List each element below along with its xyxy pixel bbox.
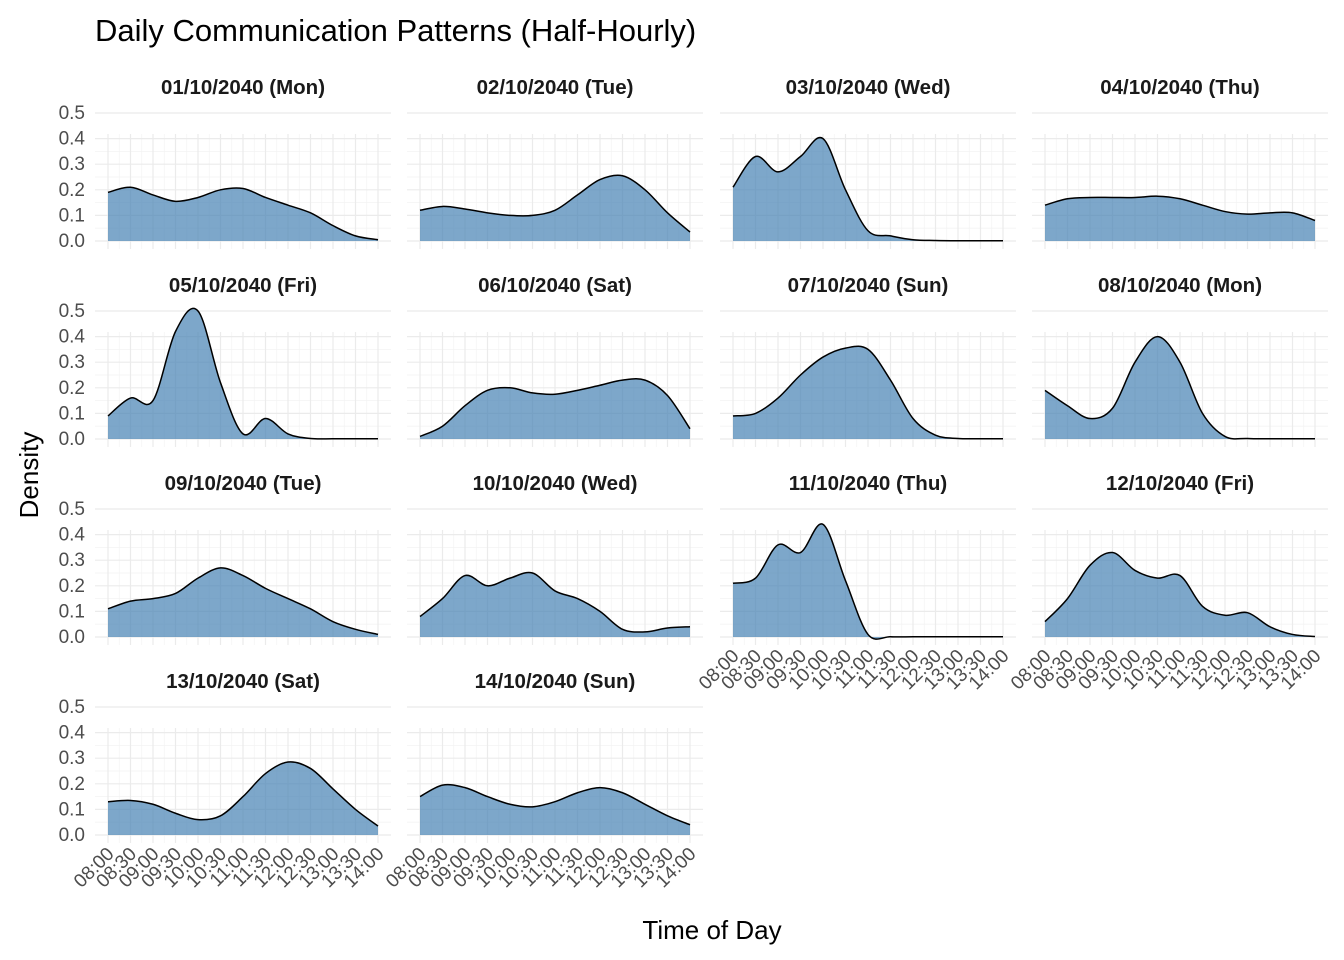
y-tick-label: 0.0	[59, 627, 85, 648]
density-line	[1044, 551, 1316, 638]
y-tick-label: 0.5	[59, 103, 85, 124]
facet-panel: 08/10/2040 (Mon)	[1032, 274, 1328, 447]
facet-strip-label: 06/10/2040 (Sat)	[478, 274, 632, 297]
facet-strip-label: 02/10/2040 (Tue)	[477, 76, 634, 99]
density-line	[107, 761, 379, 827]
density-line	[419, 571, 691, 633]
facet-panel: 10/10/2040 (Wed)	[407, 472, 703, 645]
facet-strip-label: 09/10/2040 (Tue)	[165, 472, 322, 495]
facet-panel: 13/10/2040 (Sat)0.00.10.20.30.40.508:000…	[59, 670, 391, 892]
density-area	[420, 572, 690, 637]
y-axis-title: Density	[14, 432, 44, 519]
facet-panel: 11/10/2040 (Thu)08:0008:3009:0009:3010:0…	[695, 472, 1016, 694]
y-tick-label: 0.5	[59, 697, 85, 718]
y-tick-label: 0.1	[59, 205, 85, 226]
density-area	[420, 378, 690, 439]
y-tick-label: 0.3	[59, 352, 85, 373]
facet-strip-label: 04/10/2040 (Thu)	[1100, 76, 1260, 99]
density-area	[108, 761, 378, 835]
y-tick-label: 0.4	[59, 129, 86, 150]
y-tick-label: 0.1	[59, 799, 85, 820]
density-line	[419, 783, 691, 826]
facet-strip-label: 05/10/2040 (Fri)	[169, 274, 317, 297]
y-tick-label: 0.5	[59, 499, 85, 520]
y-tick-label: 0.4	[59, 723, 86, 744]
density-area	[108, 308, 378, 439]
facet-panel: 04/10/2040 (Thu)	[1032, 76, 1328, 249]
density-line	[419, 378, 691, 438]
density-area	[420, 175, 690, 241]
facet-panel: 12/10/2040 (Fri)08:0008:3009:0009:3010:0…	[1007, 472, 1328, 694]
y-tick-label: 0.2	[59, 774, 85, 795]
density-area	[733, 137, 1003, 241]
facet-panel: 14/10/2040 (Sun)08:0008:3009:0009:3010:0…	[382, 670, 703, 892]
y-tick-label: 0.3	[59, 154, 85, 175]
facet-panel: 07/10/2040 (Sun)	[720, 274, 1016, 447]
density-line	[732, 523, 1003, 640]
y-tick-label: 0.5	[59, 301, 85, 322]
facet-strip-label: 13/10/2040 (Sat)	[166, 670, 320, 693]
density-area	[1045, 552, 1315, 637]
facet-strip-label: 12/10/2040 (Fri)	[1106, 472, 1254, 495]
facet-panel: 02/10/2040 (Tue)	[407, 76, 703, 249]
density-line	[419, 174, 691, 233]
y-tick-label: 0.3	[59, 550, 85, 571]
density-line	[107, 186, 379, 241]
density-area	[733, 346, 1003, 439]
facet-strip-label: 01/10/2040 (Mon)	[161, 76, 325, 99]
density-line	[1044, 195, 1316, 222]
facet-strip-label: 11/10/2040 (Thu)	[789, 472, 947, 495]
y-tick-label: 0.1	[59, 403, 85, 424]
facet-panel: 05/10/2040 (Fri) 0.0 0.1 0.2 0.3 0.4 0.5	[59, 274, 391, 450]
density-area	[108, 187, 378, 241]
facet-strip-label: 08/10/2040 (Mon)	[1098, 274, 1262, 297]
y-tick-label: 0.0	[59, 429, 85, 450]
density-area	[1045, 336, 1315, 439]
facet-strip-label: 03/10/2040 (Wed)	[786, 76, 951, 99]
y-tick-label: 0.4	[59, 327, 86, 348]
y-tick-label: 0.1	[59, 601, 85, 622]
density-line	[107, 307, 378, 440]
facet-strip-label: 07/10/2040 (Sun)	[788, 274, 949, 297]
y-tick-label: 0.2	[59, 378, 85, 399]
y-tick-label: 0.2	[59, 576, 85, 597]
y-tick-label: 0.2	[59, 180, 85, 201]
facet-strip-label: 10/10/2040 (Wed)	[473, 472, 638, 495]
facet-panel: 03/10/2040 (Wed)	[720, 76, 1016, 249]
facet-strip-label: 14/10/2040 (Sun)	[475, 670, 636, 693]
density-line	[107, 567, 379, 636]
y-tick-label: 0.0	[59, 231, 85, 252]
density-area	[1045, 196, 1315, 241]
density-line	[1044, 335, 1315, 440]
facet-panels: 01/10/2040 (Mon) 0.0 0.1 0.2 0.3 0.4 0.5 02/10/…	[59, 76, 1328, 892]
density-line	[732, 345, 1004, 440]
y-tick-label: 0.0	[59, 825, 85, 846]
facet-panel: 01/10/2040 (Mon) 0.0 0.1 0.2 0.3 0.4 0.5	[59, 76, 391, 252]
y-tick-label: 0.3	[59, 748, 85, 769]
facet-panel: 06/10/2040 (Sat)	[407, 274, 703, 447]
density-line	[732, 136, 1003, 242]
density-area	[108, 567, 378, 637]
x-axis-title: Time of Day	[642, 915, 781, 945]
y-tick-label: 0.4	[59, 525, 86, 546]
facet-panel: 09/10/2040 (Tue) 0.0 0.1 0.2 0.3 0.4 0.5	[59, 472, 391, 648]
chart-title: Daily Communication Patterns (Half-Hourl…	[95, 13, 696, 48]
